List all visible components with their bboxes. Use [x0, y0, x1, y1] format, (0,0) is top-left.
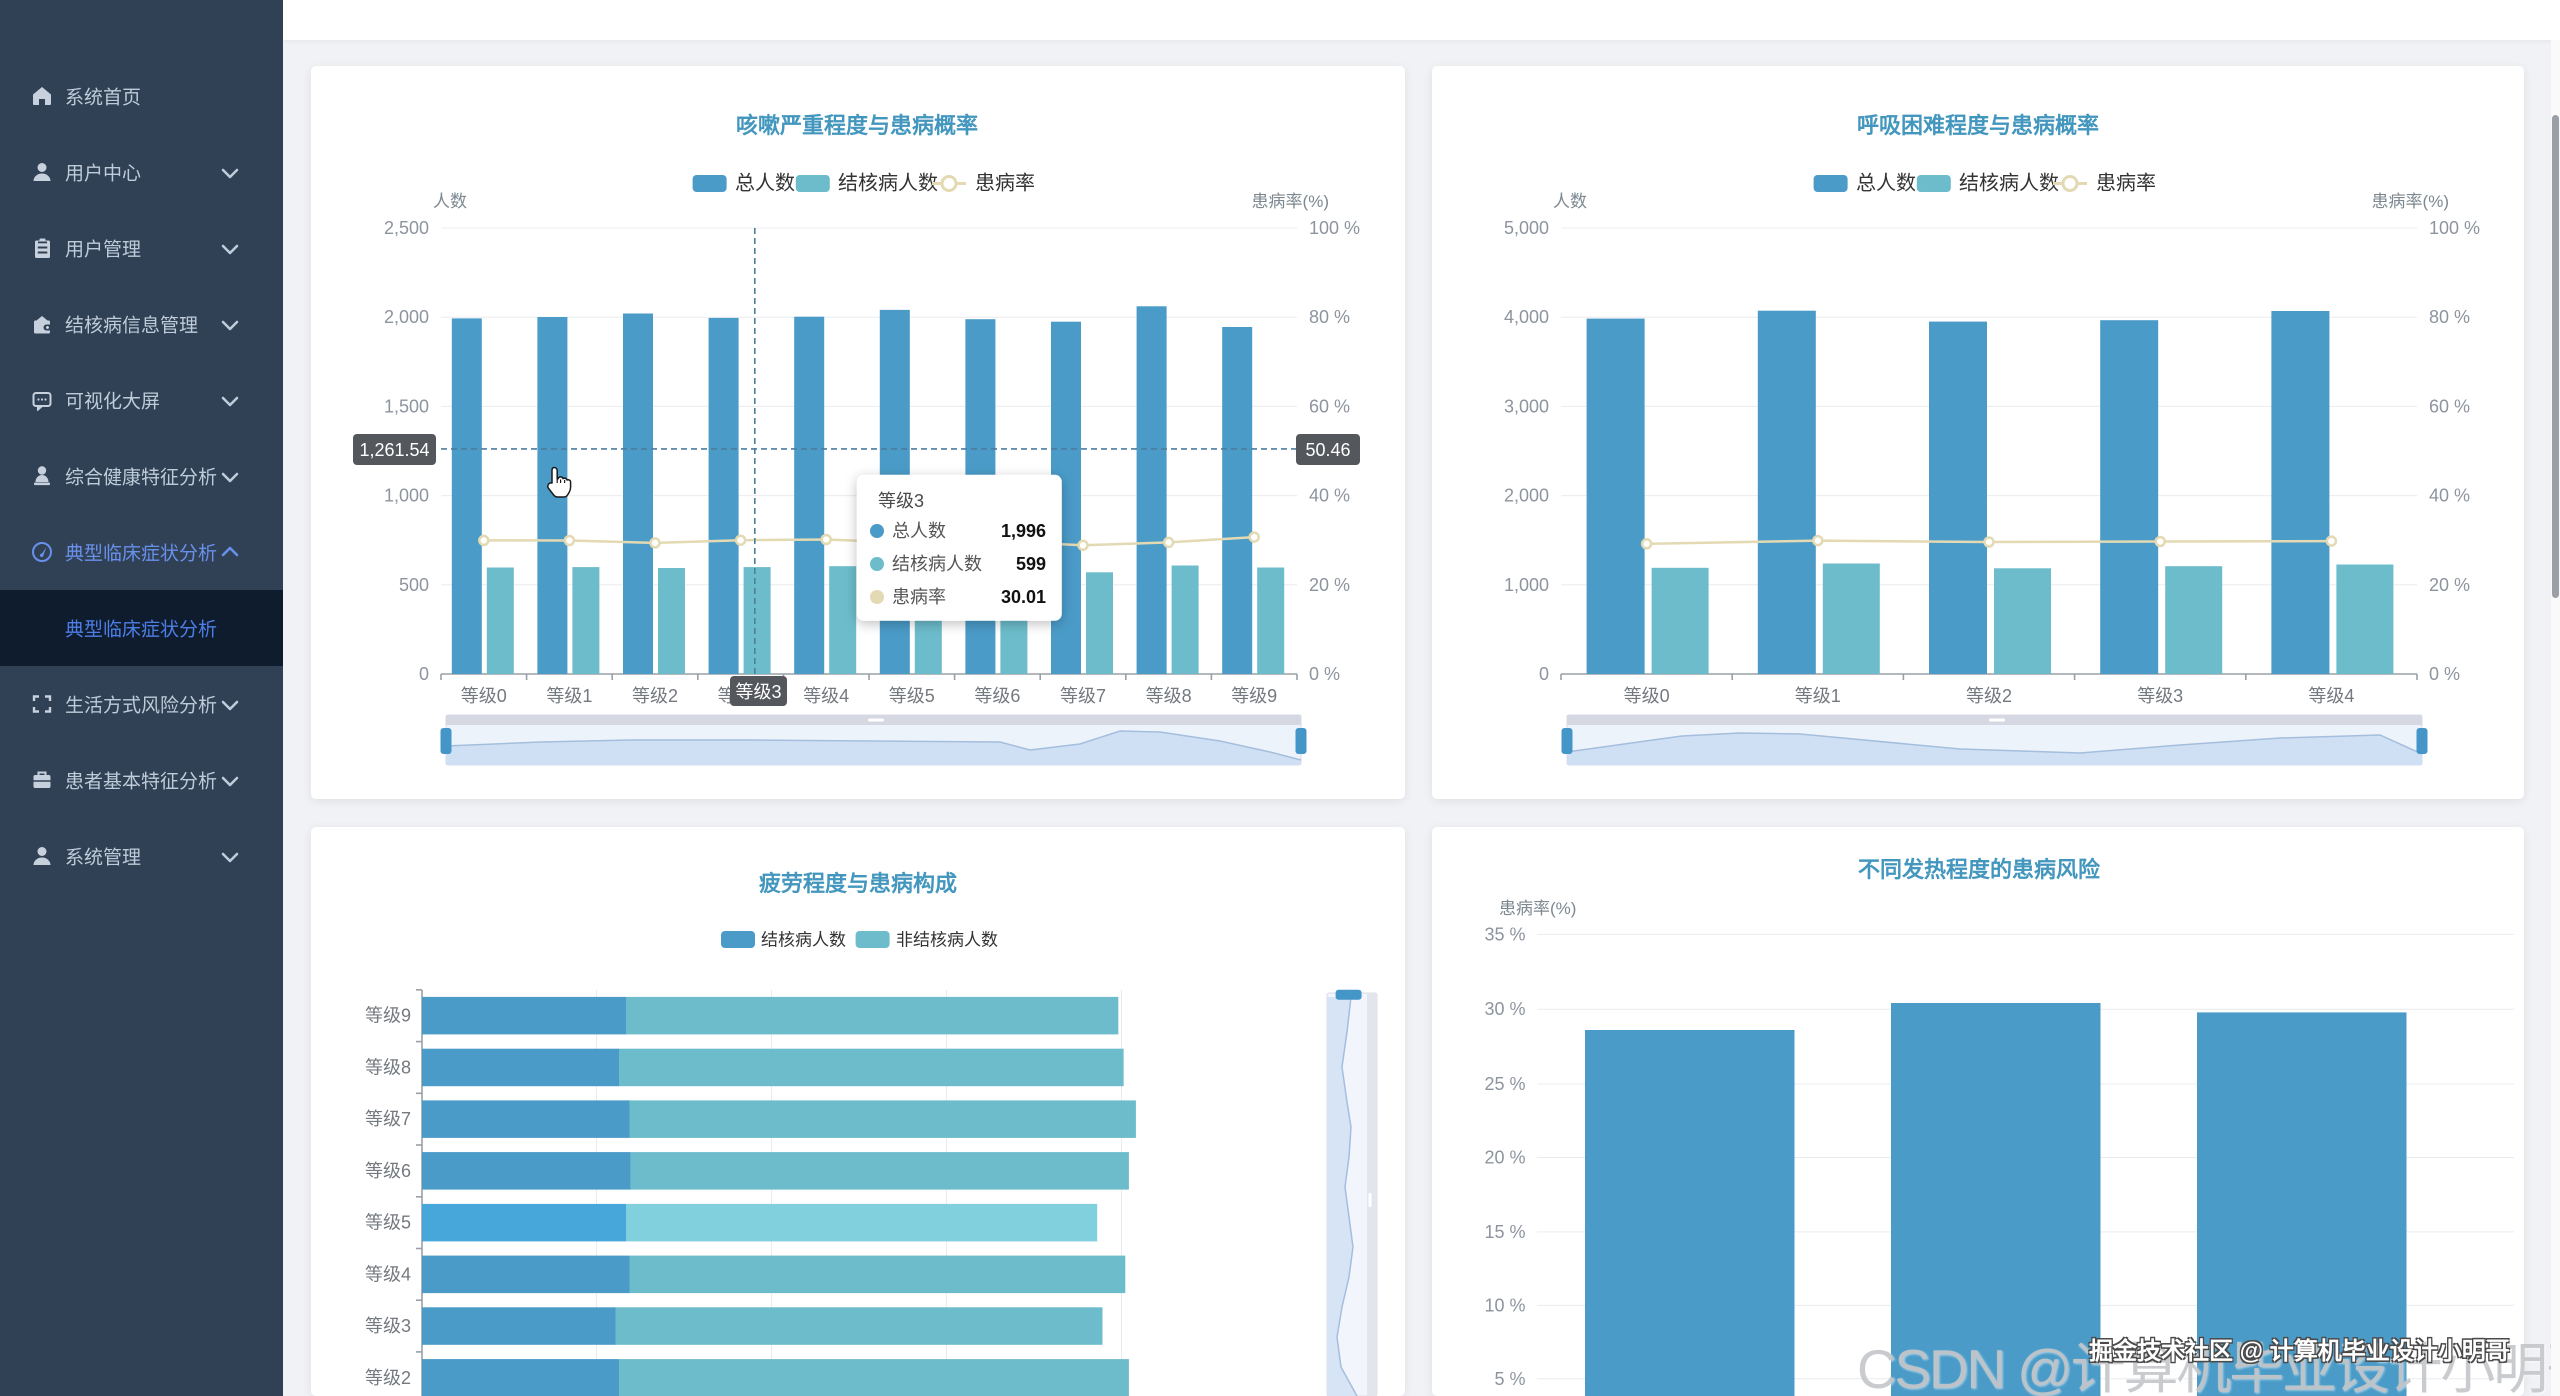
svg-text:20 %: 20 % — [2429, 575, 2470, 595]
svg-text:2,000: 2,000 — [384, 307, 429, 327]
svg-text:等级8: 等级8 — [1146, 686, 1192, 706]
svg-text:患病率(%): 患病率(%) — [2372, 192, 2449, 211]
svg-text:等级3: 等级3 — [365, 1316, 411, 1336]
svg-text:结核病人数: 结核病人数 — [838, 172, 938, 195]
svg-text:0 %: 0 % — [2429, 664, 2460, 684]
svg-text:等级3: 等级3 — [735, 682, 781, 702]
svg-text:结核病人数: 结核病人数 — [892, 554, 982, 574]
svg-text:等级5: 等级5 — [889, 686, 935, 706]
svg-text:总人数: 总人数 — [735, 172, 795, 195]
svg-text:呼吸困难程度与患病概率: 呼吸困难程度与患病概率 — [1857, 113, 2099, 138]
svg-text:5,000: 5,000 — [1504, 218, 1549, 238]
svg-text:100 %: 100 % — [2429, 218, 2480, 238]
svg-text:80 %: 80 % — [1309, 307, 1350, 327]
svg-text:1,996: 1,996 — [1001, 521, 1046, 541]
svg-text:等级1: 等级1 — [1795, 686, 1841, 706]
svg-text:1,000: 1,000 — [384, 486, 429, 506]
svg-text:0 %: 0 % — [1309, 664, 1340, 684]
svg-text:结核病人数: 结核病人数 — [1959, 172, 2059, 195]
svg-text:20 %: 20 % — [1309, 575, 1350, 595]
svg-text:等级2: 等级2 — [1966, 686, 2012, 706]
svg-text:等级1: 等级1 — [546, 686, 592, 706]
svg-text:100 %: 100 % — [1309, 218, 1360, 238]
svg-text:等级6: 等级6 — [974, 686, 1020, 706]
svg-text:非结核病人数: 非结核病人数 — [896, 931, 998, 950]
svg-text:500: 500 — [399, 575, 429, 595]
svg-text:疲劳程度与患病构成: 疲劳程度与患病构成 — [759, 871, 957, 896]
svg-text:等级8: 等级8 — [365, 1057, 411, 1077]
svg-text:等级3: 等级3 — [878, 491, 924, 511]
svg-text:患病率: 患病率 — [975, 172, 1035, 195]
svg-text:60 %: 60 % — [1309, 396, 1350, 416]
svg-text:总人数: 总人数 — [1856, 172, 1916, 195]
svg-text:60 %: 60 % — [2429, 396, 2470, 416]
svg-text:35 %: 35 % — [1484, 924, 1525, 944]
svg-text:50.46: 50.46 — [1305, 440, 1350, 460]
svg-text:1,000: 1,000 — [1504, 575, 1549, 595]
svg-text:15 %: 15 % — [1484, 1222, 1525, 1242]
svg-text:1,500: 1,500 — [384, 396, 429, 416]
svg-text:等级5: 等级5 — [365, 1213, 411, 1233]
svg-text:20 %: 20 % — [1484, 1148, 1525, 1168]
svg-text:10 %: 10 % — [1484, 1295, 1525, 1315]
svg-text:等级6: 等级6 — [365, 1161, 411, 1181]
svg-text:599: 599 — [1016, 554, 1046, 574]
svg-text:等级7: 等级7 — [1060, 686, 1106, 706]
svg-text:等级2: 等级2 — [365, 1368, 411, 1388]
svg-text:等级9: 等级9 — [365, 1006, 411, 1026]
svg-text:30.01: 30.01 — [1001, 587, 1046, 607]
svg-text:等级3: 等级3 — [2137, 686, 2183, 706]
svg-text:0: 0 — [1539, 664, 1549, 684]
svg-text:等级2: 等级2 — [632, 686, 678, 706]
svg-text:等级7: 等级7 — [365, 1109, 411, 1129]
svg-text:25 %: 25 % — [1484, 1074, 1525, 1094]
svg-text:等级9: 等级9 — [1231, 686, 1277, 706]
svg-text:等级4: 等级4 — [365, 1264, 411, 1284]
svg-text:0: 0 — [419, 664, 429, 684]
svg-text:患病率(%): 患病率(%) — [1499, 899, 1576, 918]
svg-text:总人数: 总人数 — [892, 521, 946, 541]
svg-text:30 %: 30 % — [1484, 999, 1525, 1019]
svg-text:等级0: 等级0 — [461, 686, 507, 706]
svg-text:40 %: 40 % — [1309, 486, 1350, 506]
svg-text:不同发热程度的患病风险: 不同发热程度的患病风险 — [1858, 857, 2101, 882]
svg-text:5 %: 5 % — [1494, 1369, 1525, 1389]
svg-text:40 %: 40 % — [2429, 486, 2470, 506]
svg-text:等级0: 等级0 — [1624, 686, 1670, 706]
svg-text:2,500: 2,500 — [384, 218, 429, 238]
svg-text:结核病人数: 结核病人数 — [761, 931, 846, 950]
svg-text:80 %: 80 % — [2429, 307, 2470, 327]
svg-text:人数: 人数 — [1553, 192, 1587, 211]
svg-text:1,261.54: 1,261.54 — [359, 440, 429, 460]
svg-text:4,000: 4,000 — [1504, 307, 1549, 327]
svg-text:患病率: 患病率 — [2096, 172, 2156, 195]
svg-text:咳嗽严重程度与患病概率: 咳嗽严重程度与患病概率 — [736, 113, 978, 138]
svg-text:等级4: 等级4 — [2308, 686, 2354, 706]
svg-text:等级4: 等级4 — [803, 686, 849, 706]
svg-text:患病率: 患病率 — [892, 587, 946, 607]
svg-text:2,000: 2,000 — [1504, 486, 1549, 506]
svg-text:患病率(%): 患病率(%) — [1252, 192, 1329, 211]
svg-text:3,000: 3,000 — [1504, 396, 1549, 416]
svg-text:人数: 人数 — [433, 192, 467, 211]
